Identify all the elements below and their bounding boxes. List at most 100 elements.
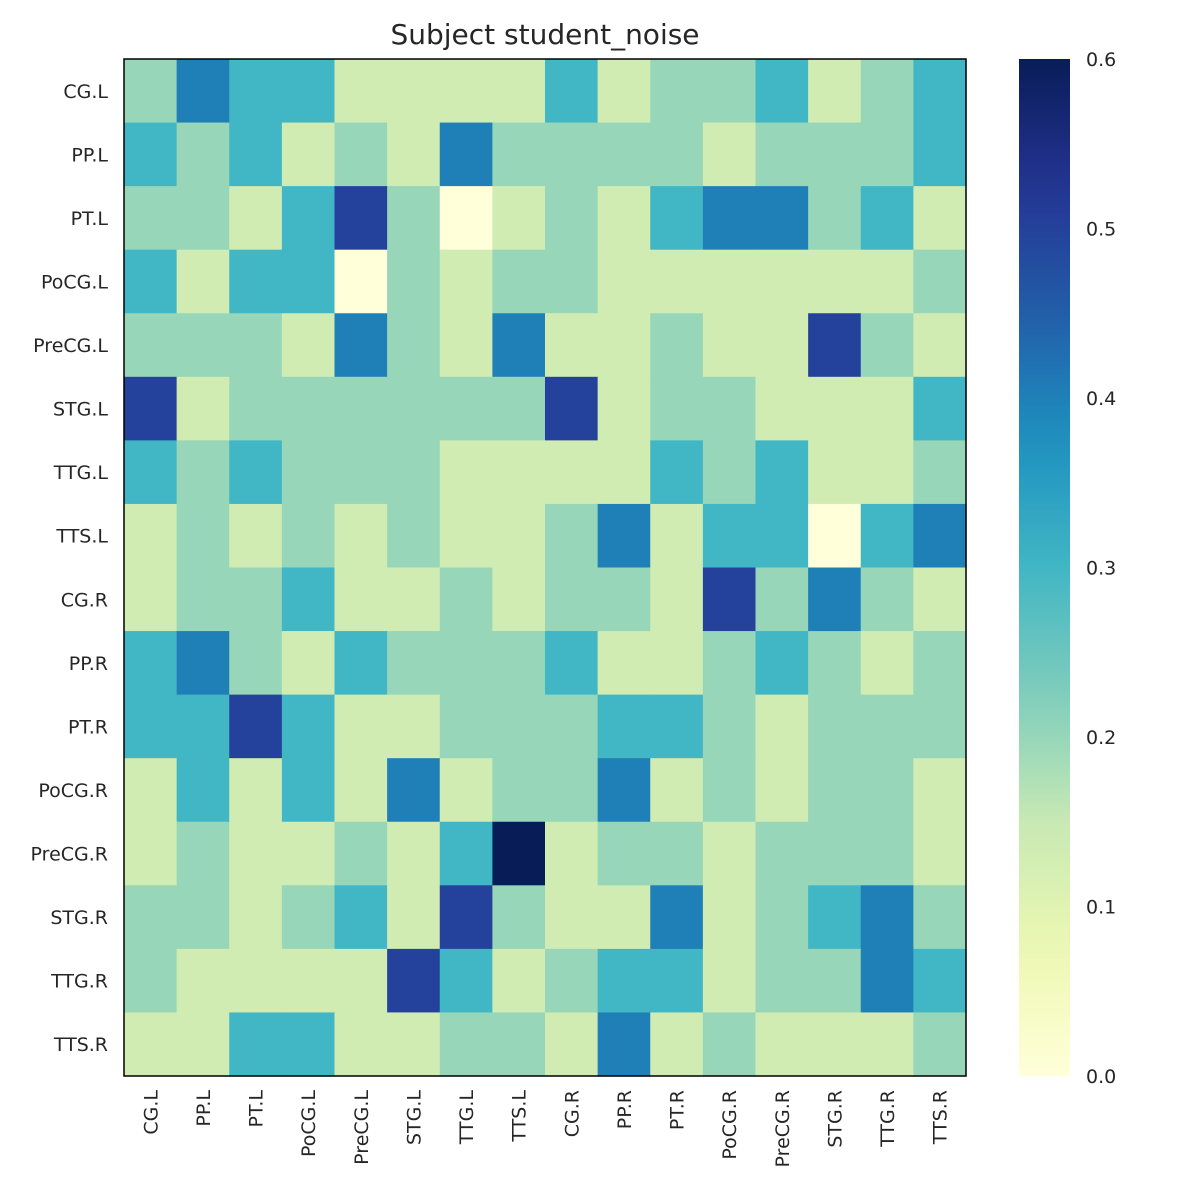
heatmap-cell — [808, 376, 862, 441]
heatmap-cell — [702, 376, 757, 441]
heatmap-cell — [387, 821, 441, 886]
row-tick-label: PP.R — [69, 653, 108, 675]
heatmap-cell — [387, 376, 441, 441]
heatmap-cell — [176, 313, 230, 378]
row-tick-label: CG.R — [61, 589, 108, 611]
heatmap-cell — [492, 186, 546, 251]
heatmap-cell — [650, 186, 704, 251]
heatmap-cell — [439, 249, 493, 314]
heatmap-cell — [334, 59, 388, 124]
heatmap-cell — [439, 1012, 493, 1077]
heatmap-cell — [755, 948, 809, 1014]
heatmap-cell — [597, 313, 651, 378]
heatmap-cell — [808, 440, 862, 505]
heatmap-cell — [755, 758, 809, 823]
heatmap-cell — [913, 503, 967, 569]
heatmap-cell — [755, 631, 809, 696]
heatmap-cell — [808, 503, 862, 569]
heatmap-cell — [913, 948, 967, 1014]
heatmap-cell — [597, 567, 651, 632]
heatmap-cell — [229, 313, 283, 378]
heatmap-cell — [229, 821, 283, 886]
heatmap-cell — [281, 821, 336, 886]
heatmap-cell — [702, 631, 757, 696]
heatmap-cell — [913, 821, 967, 886]
heatmap-cell — [808, 821, 862, 886]
heatmap-cell — [334, 758, 388, 823]
heatmap-cell — [597, 948, 651, 1014]
heatmap-cell — [545, 186, 599, 251]
column-tick-label: PreCG.L — [351, 1090, 373, 1165]
heatmap-cell — [860, 1012, 914, 1077]
heatmap-cell — [860, 503, 914, 569]
heatmap-cell — [650, 440, 704, 505]
heatmap-cell — [702, 567, 757, 632]
row-tick-label: PP.L — [71, 144, 108, 166]
heatmap-cell — [124, 59, 178, 124]
heatmap-cell — [176, 186, 230, 251]
heatmap-cell — [281, 885, 336, 950]
heatmap-cell — [176, 59, 230, 124]
heatmap-cell — [334, 1012, 388, 1077]
heatmap-cell — [860, 376, 914, 441]
heatmap-cell — [755, 503, 809, 569]
heatmap-cell — [281, 948, 336, 1014]
heatmap-cell — [597, 1012, 651, 1077]
heatmap-cell — [650, 885, 704, 950]
heatmap-cell — [808, 186, 862, 251]
heatmap-cell — [650, 313, 704, 378]
heatmap-cell — [334, 376, 388, 441]
heatmap-cell — [176, 249, 230, 314]
heatmap-cell — [492, 1012, 546, 1077]
heatmap-cell — [387, 313, 441, 378]
heatmap-cell — [334, 122, 388, 187]
heatmap-cell — [545, 440, 599, 505]
colorbar-tick-label: 0.5 — [1086, 219, 1116, 241]
row-tick-label: PoCG.L — [41, 271, 108, 293]
heatmap-cell — [229, 1012, 283, 1077]
heatmap-cell — [913, 567, 967, 632]
heatmap-cell — [387, 249, 441, 314]
heatmap-cell — [650, 948, 704, 1014]
heatmap-cell — [387, 948, 441, 1014]
heatmap-cell — [597, 376, 651, 441]
heatmap-cell — [702, 1012, 757, 1077]
heatmap-cell — [334, 567, 388, 632]
row-tick-label: PT.R — [68, 716, 108, 738]
heatmap-cell — [124, 313, 178, 378]
heatmap-cell — [387, 186, 441, 251]
heatmap-cell — [913, 59, 967, 124]
heatmap-cell — [439, 948, 493, 1014]
heatmap-cell — [755, 885, 809, 950]
heatmap-cell — [176, 376, 230, 441]
heatmap-cell — [545, 758, 599, 823]
heatmap-cell — [545, 885, 599, 950]
heatmap-cell — [860, 313, 914, 378]
chart-title: Subject student_noise — [390, 18, 699, 51]
heatmap-cell — [229, 631, 283, 696]
heatmap-cell — [387, 694, 441, 759]
heatmap-cell — [334, 186, 388, 251]
heatmap-cell — [597, 885, 651, 950]
heatmap-cell — [124, 631, 178, 696]
colorbar-tick-label: 0.2 — [1086, 727, 1116, 749]
heatmap-cell — [387, 440, 441, 505]
heatmap-cell — [229, 694, 283, 759]
heatmap-cell — [281, 122, 336, 187]
heatmap-cell — [387, 59, 441, 124]
heatmap-cell — [913, 694, 967, 759]
heatmap-cell — [913, 313, 967, 378]
heatmap-cell — [597, 59, 651, 124]
heatmap-cell — [702, 503, 757, 569]
heatmap-cell — [492, 503, 546, 569]
heatmap-cell — [597, 186, 651, 251]
heatmap-cell — [281, 503, 336, 569]
heatmap-cell — [650, 503, 704, 569]
heatmap-cell — [439, 186, 493, 251]
row-tick-label: TTG.R — [50, 971, 108, 993]
heatmap-cell — [702, 186, 757, 251]
heatmap-cell — [492, 758, 546, 823]
row-tick-label: PoCG.R — [38, 780, 108, 802]
